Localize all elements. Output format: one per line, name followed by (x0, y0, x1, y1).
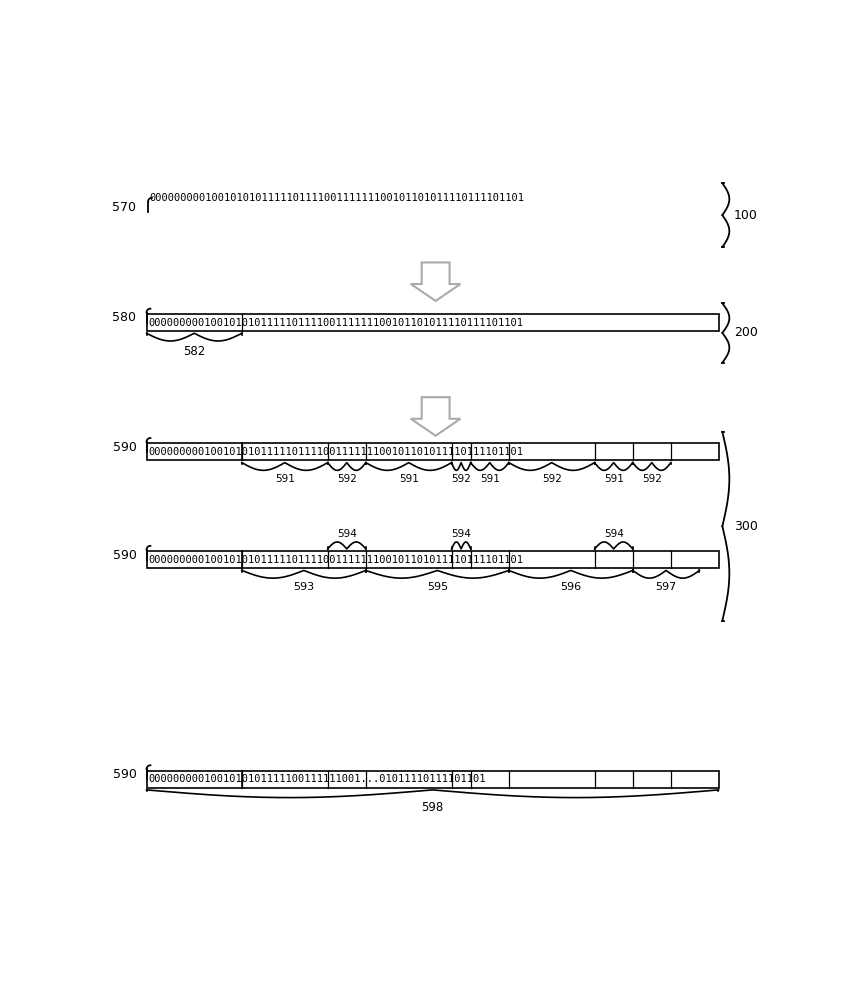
Text: 594: 594 (604, 529, 624, 539)
Text: 590: 590 (112, 441, 137, 454)
Polygon shape (411, 262, 461, 301)
Bar (146, 443, 718, 460)
Text: 592: 592 (337, 474, 357, 484)
Text: 000000000100101010111110111100111111100101101011110111101101: 0000000001001010101111101111001111111001… (149, 193, 524, 203)
Bar (146, 771, 718, 788)
Text: 592: 592 (642, 474, 661, 484)
Text: 594: 594 (337, 529, 357, 539)
Bar (146, 551, 718, 568)
Text: 580: 580 (112, 311, 137, 324)
Text: 100: 100 (734, 209, 758, 222)
Text: 570: 570 (112, 201, 137, 214)
Text: 300: 300 (734, 520, 758, 533)
Text: 000000000100101010111110111100111111100101101011110111101101: 0000000001001010101111101111001111111001… (148, 555, 523, 565)
Text: 591: 591 (275, 474, 295, 484)
Text: 595: 595 (427, 582, 448, 592)
Text: 000000000100101010111110111100111111100101101011110111101101: 0000000001001010101111101111001111111001… (148, 318, 523, 328)
Text: 593: 593 (293, 582, 314, 592)
Text: 594: 594 (451, 529, 471, 539)
Bar (146, 314, 718, 331)
Text: 597: 597 (655, 582, 677, 592)
Text: 590: 590 (112, 768, 137, 781)
Text: 0000000001001010101111100111111001...01011110111101101: 0000000001001010101111100111111001...010… (148, 774, 485, 784)
Text: 596: 596 (560, 582, 581, 592)
Text: 592: 592 (541, 474, 562, 484)
Text: 591: 591 (479, 474, 500, 484)
Text: 582: 582 (183, 345, 206, 358)
Text: 598: 598 (422, 801, 444, 814)
Text: 591: 591 (604, 474, 624, 484)
Text: 590: 590 (112, 549, 137, 562)
Text: 200: 200 (734, 326, 758, 339)
Text: 591: 591 (399, 474, 419, 484)
Text: 592: 592 (451, 474, 471, 484)
Text: 000000000100101010111110111100111111100101101011110111101101: 0000000001001010101111101111001111111001… (148, 447, 523, 457)
Polygon shape (411, 397, 461, 436)
